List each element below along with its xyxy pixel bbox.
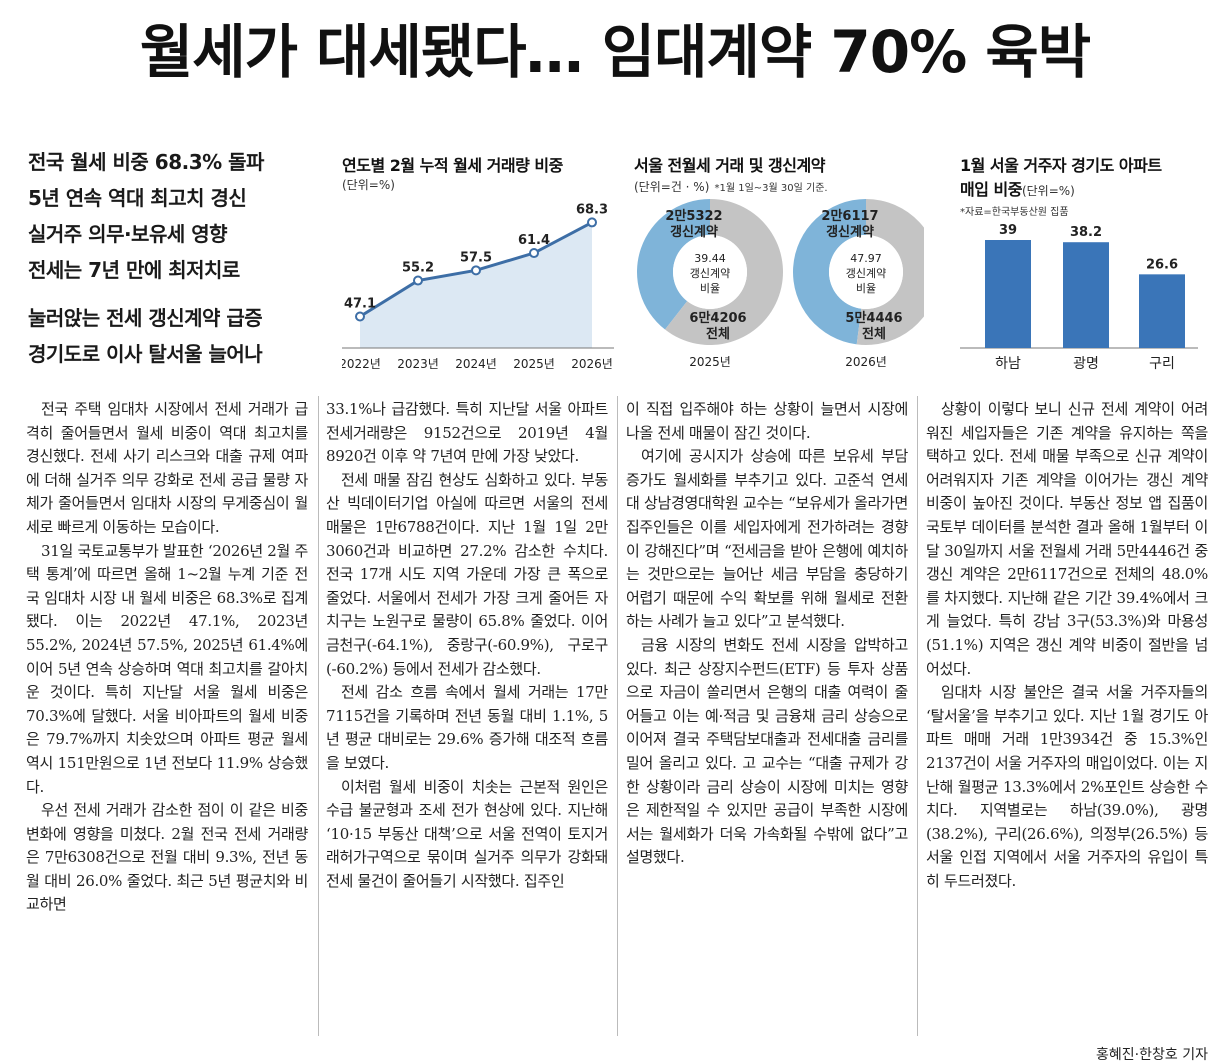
article-paragraph: 우선 전세 거래가 감소한 점이 이 같은 비중 변화에 영향을 미쳤다. 2월… <box>26 801 308 914</box>
total-count: 5만4446 <box>845 310 902 326</box>
chart-gyeonggi-purchase: 1월 서울 거주자 경기도 아파트 매입 비중(단위=%) *자료=한국부동산원… <box>960 152 1210 382</box>
data-label: 61.4 <box>518 233 550 248</box>
data-point <box>471 265 481 276</box>
article-paragraph: 전세 감소 흐름 속에서 월세 거래는 17만7115건을 기록하며 전년 동월… <box>326 683 608 772</box>
donut-hole <box>829 235 903 309</box>
article-paragraph: 전국 주택 임대차 시장에서 전세 거래가 급격히 줄어들면서 월세 비중이 역… <box>26 400 308 536</box>
donut-slice-renewal <box>793 199 866 345</box>
subhead-5: 눌러앉는 전세 갱신계약 급증 <box>28 306 263 330</box>
bar-category-label: 구리 <box>1149 356 1175 372</box>
bar <box>1063 242 1109 348</box>
article-paragraph: 이 직접 입주해야 하는 상황이 늘면서 시장에 나올 전세 매물이 잠긴 것이… <box>626 400 908 442</box>
bar-value-label: 39 <box>999 223 1017 238</box>
chart1-unit: (단위=%) <box>342 178 395 192</box>
subhead-6: 경기도로 이사 탈서울 늘어나 <box>28 342 263 366</box>
donut-slice-rest <box>856 199 924 345</box>
chart2-plot: 2만5322갱신계약39.44갱신계약비율6만4206전체2025년2만6117… <box>637 199 924 369</box>
donut-year-label: 2025년 <box>689 355 731 369</box>
renewal-count: 2만5322 <box>665 208 722 224</box>
chart1-plot: 47.1 2022년 55.2 2023년 57.5 2024년 61.4 2025년 68.3… <box>342 202 614 371</box>
bar-value-label: 38.2 <box>1070 225 1102 240</box>
center-label: 비율 <box>856 282 876 295</box>
data-label: 47.1 <box>344 296 376 311</box>
subheads: 전국 월세 비중 68.3% 돌파 5년 연속 역대 최고치 경신 실거주 의무… <box>28 144 328 372</box>
chart3-unit: (단위=%) <box>1021 184 1075 198</box>
data-label: 57.5 <box>460 250 492 265</box>
center-ratio: 47.97 <box>850 252 882 265</box>
article-paragraph: 전세 매물 잠김 현상도 심화하고 있다. 부동산 빅데이터기업 아실에 따르면… <box>326 470 608 678</box>
x-tick-label: 2026년 <box>571 357 613 371</box>
chart2-title: 서울 전월세 거래 및 갱신계약 <box>634 156 825 175</box>
article-paragraph: 임대차 시장 불안은 결국 서울 거주자들의 ‘탈서울’을 부추기고 있다. 지… <box>926 683 1208 890</box>
data-label: 55.2 <box>402 261 434 276</box>
renewal-count: 2만6117 <box>821 208 878 224</box>
byline: 홍혜진·한창호 기자 <box>1096 1047 1208 1063</box>
x-tick-label: 2024년 <box>455 357 497 371</box>
subhead-3: 실거주 의무·보유세 영향 <box>28 222 228 246</box>
x-tick-label: 2022년 <box>342 357 381 371</box>
renewal-label: 갱신계약 <box>670 224 718 240</box>
x-tick-label: 2025년 <box>513 357 555 371</box>
chart-renewal-contracts: 서울 전월세 거래 및 갱신계약 (단위=건 · %) *1월 1일~3월 30… <box>634 152 924 382</box>
total-count: 6만4206 <box>689 310 746 326</box>
data-point <box>529 248 539 259</box>
article-column-4: 상황이 이렇다 보니 신규 전세 계약이 어려워진 세입자들은 기존 계약을 유… <box>926 398 1208 893</box>
donut-slice-renewal <box>637 199 710 330</box>
bar <box>985 240 1031 348</box>
article-column-2: 33.1%나 급감했다. 특히 지난달 서울 아파트 전세거래량은 9152건으… <box>326 398 608 893</box>
chart-monthly-rent-share: 연도별 2월 누적 월세 거래량 비중 (단위=%) 47.1 2022년 55.2… <box>342 152 622 382</box>
center-ratio: 39.44 <box>694 252 726 265</box>
article-paragraph: 금융 시장의 변화도 전세 시장을 압박하고 있다. 최근 상장지수펀드(ETF… <box>626 635 908 867</box>
bar-category-label: 하남 <box>995 356 1021 372</box>
total-label: 전체 <box>862 326 886 342</box>
center-label: 갱신계약 <box>690 266 730 280</box>
chart3-source: *자료=한국부동산원 집품 <box>960 207 1069 218</box>
chart3-title-line2: 매입 비중 <box>960 180 1022 199</box>
center-label: 비율 <box>700 282 720 295</box>
article-paragraph: 상황이 이렇다 보니 신규 전세 계약이 어려워진 세입자들은 기존 계약을 유… <box>926 400 1208 678</box>
headline: 월세가 대세됐다… 임대계약 70% 육박 <box>139 18 1091 86</box>
article-paragraph: 33.1%나 급감했다. 특히 지난달 서울 아파트 전세거래량은 9152건으… <box>326 400 608 466</box>
donut-slice-rest <box>665 199 783 345</box>
column-divider <box>617 396 618 1036</box>
chart3-plot: 39 하남 38.2 광명 26.6 구리 <box>960 223 1198 372</box>
article-column-3: 이 직접 입주해야 하는 상황이 늘면서 시장에 나올 전세 매물이 잠긴 것이… <box>626 398 908 870</box>
subhead-1: 전국 월세 비중 68.3% 돌파 <box>28 150 264 174</box>
chart2-unit: (단위=건 · %) <box>634 180 710 194</box>
article-column-1: 전국 주택 임대차 시장에서 전세 거래가 급격히 줄어들면서 월세 비중이 역… <box>26 398 308 917</box>
data-point <box>413 275 423 286</box>
article-paragraph: 여기에 공시지가 상승에 따른 보유세 부담 증가도 월세화를 부추기고 있다.… <box>626 447 908 631</box>
data-point <box>587 217 597 228</box>
chart1-title: 연도별 2월 누적 월세 거래량 비중 <box>342 156 563 175</box>
renewal-label: 갱신계약 <box>826 224 874 240</box>
data-point <box>355 311 365 322</box>
article-paragraph: 이처럼 월세 비중이 치솟는 근본적 원인은 수급 불균형과 조세 전가 현상에… <box>326 777 608 890</box>
data-label: 68.3 <box>576 202 608 217</box>
center-label: 갱신계약 <box>846 266 886 280</box>
donut-year-label: 2026년 <box>845 355 887 369</box>
donut-hole <box>673 235 747 309</box>
x-tick-label: 2023년 <box>397 357 439 371</box>
subhead-2: 5년 연속 역대 최고치 경신 <box>28 186 247 210</box>
bar-value-label: 26.6 <box>1146 257 1178 272</box>
chart3-title-line1: 1월 서울 거주자 경기도 아파트 <box>960 156 1162 175</box>
subhead-4: 전세는 7년 만에 최저치로 <box>28 258 240 282</box>
bar-category-label: 광명 <box>1073 356 1099 372</box>
column-divider <box>318 396 319 1036</box>
bar <box>1139 274 1185 348</box>
article-paragraph: 31일 국토교통부가 발표한 ‘2026년 2월 주택 통계’에 따르면 올해 … <box>26 541 309 796</box>
chart2-note: *1월 1일~3월 30일 기준. <box>714 183 828 194</box>
column-divider <box>917 396 918 1036</box>
total-label: 전체 <box>706 326 730 342</box>
